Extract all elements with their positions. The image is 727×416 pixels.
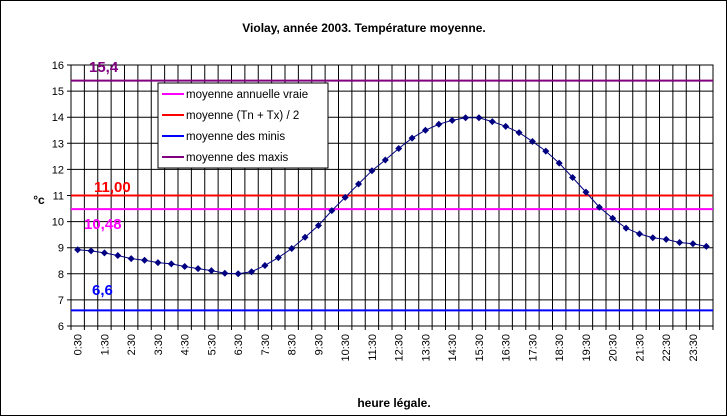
y-tick-label: 9 xyxy=(58,243,64,255)
data-point xyxy=(221,269,229,277)
reference-line-label: 15,4 xyxy=(89,59,119,76)
reference-line-label: 10,48 xyxy=(84,216,122,233)
data-point xyxy=(381,156,389,164)
y-tick-label: 8 xyxy=(58,269,64,281)
x-tick-label: 22:30 xyxy=(661,334,673,362)
data-point xyxy=(421,126,429,134)
legend-item-label: moyenne des maxis xyxy=(186,152,289,164)
data-point xyxy=(87,247,95,255)
x-tick-label: 2:30 xyxy=(126,334,138,355)
data-point xyxy=(154,259,162,267)
x-tick-label: 12:30 xyxy=(394,334,406,362)
legend-item-label: moyenne annuelle vraie xyxy=(186,89,308,101)
y-tick-label: 11 xyxy=(53,191,64,203)
y-tick-label: 10 xyxy=(52,217,64,229)
legend-box xyxy=(157,82,329,169)
x-tick-label: 17:30 xyxy=(527,334,539,362)
data-point xyxy=(542,147,550,155)
data-point xyxy=(435,120,443,128)
data-point xyxy=(649,234,657,242)
data-point xyxy=(475,114,483,122)
x-tick-label: 11:30 xyxy=(367,334,379,361)
y-tick-label: 15 xyxy=(52,86,64,98)
x-tick-label: 18:30 xyxy=(554,334,566,362)
y-tick-label: 6 xyxy=(58,321,64,333)
y-tick-label: 13 xyxy=(52,138,64,150)
data-point xyxy=(595,203,603,211)
x-tick-label: 9:30 xyxy=(313,334,325,355)
data-point xyxy=(448,116,456,124)
data-point xyxy=(555,159,563,167)
data-point xyxy=(528,137,536,145)
data-point xyxy=(74,246,82,254)
data-point xyxy=(328,207,336,215)
data-point xyxy=(194,265,202,273)
data-point xyxy=(689,240,697,248)
data-point xyxy=(395,145,403,153)
data-point xyxy=(609,214,617,222)
legend-item-label: moyenne des minis xyxy=(186,131,285,143)
x-tick-label: 1:30 xyxy=(99,334,111,355)
data-point xyxy=(100,249,108,257)
data-point xyxy=(167,260,175,268)
reference-line-label: 6,6 xyxy=(92,282,113,299)
x-tick-label: 6:30 xyxy=(233,334,245,355)
y-tick-label: 7 xyxy=(58,295,64,307)
x-tick-label: 3:30 xyxy=(153,334,165,355)
x-tick-label: 16:30 xyxy=(501,334,513,362)
y-tick-label: 16 xyxy=(52,60,64,72)
x-tick-label: 10:30 xyxy=(340,334,352,362)
x-tick-label: 21:30 xyxy=(634,334,646,362)
data-point xyxy=(127,255,135,263)
data-point xyxy=(314,222,322,230)
data-point xyxy=(462,114,470,122)
data-point xyxy=(261,261,269,269)
x-axis-label: heure légale. xyxy=(357,396,430,410)
data-point xyxy=(141,256,149,264)
y-tick-label: 14 xyxy=(52,112,64,124)
data-point xyxy=(288,244,296,252)
x-tick-label: 23:30 xyxy=(688,334,700,362)
data-point xyxy=(207,267,215,275)
data-point xyxy=(702,242,710,250)
x-tick-label: 15:30 xyxy=(474,334,486,362)
data-point xyxy=(662,235,670,243)
x-tick-label: 13:30 xyxy=(420,334,432,362)
data-point xyxy=(248,268,256,276)
reference-line-label: 11,00 xyxy=(94,179,131,196)
x-tick-label: 5:30 xyxy=(206,334,218,355)
data-point xyxy=(114,252,122,260)
x-tick-label: 8:30 xyxy=(287,334,299,355)
data-point xyxy=(234,270,242,278)
x-tick-label: 7:30 xyxy=(260,334,272,355)
data-point xyxy=(502,122,510,130)
legend-item-label: moyenne (Tn + Tx) / 2 xyxy=(186,110,299,122)
data-point xyxy=(408,134,416,142)
data-point xyxy=(515,129,523,137)
data-point xyxy=(676,238,684,246)
data-point xyxy=(181,262,189,270)
data-point xyxy=(301,233,309,241)
x-tick-label: 0:30 xyxy=(73,334,85,355)
chart-title: Violay, année 2003. Température moyenne. xyxy=(242,21,485,35)
x-tick-label: 14:30 xyxy=(447,334,459,362)
data-point xyxy=(622,224,630,232)
x-tick-label: 19:30 xyxy=(581,334,593,362)
x-tick-label: 20:30 xyxy=(608,334,620,362)
data-point xyxy=(582,188,590,196)
y-axis-label: °c xyxy=(33,193,45,207)
data-point xyxy=(368,167,376,175)
y-tick-label: 12 xyxy=(52,164,64,176)
data-point xyxy=(488,118,496,126)
data-point xyxy=(635,230,643,238)
data-point xyxy=(341,193,349,201)
data-point xyxy=(355,180,363,188)
x-tick-label: 4:30 xyxy=(180,334,192,355)
data-point xyxy=(569,173,577,181)
data-point xyxy=(274,254,282,262)
